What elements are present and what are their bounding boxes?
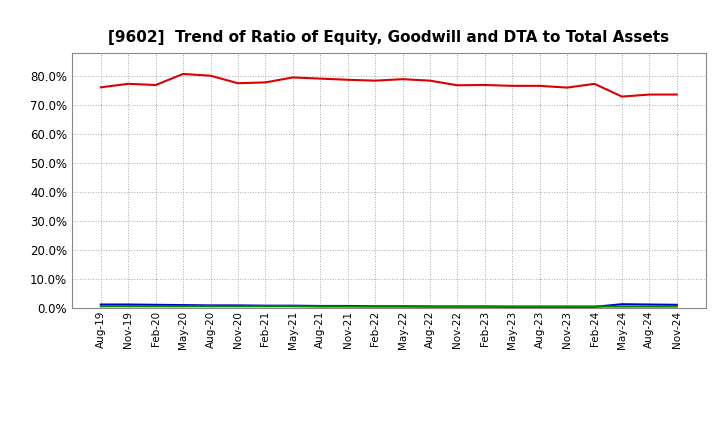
- Equity: [672, 92, 681, 97]
- Goodwill: [289, 303, 297, 308]
- Goodwill: [508, 304, 516, 309]
- Goodwill: [151, 302, 160, 308]
- Deferred Tax Assets: [563, 304, 572, 309]
- Goodwill: [618, 301, 626, 307]
- Equity: [590, 81, 599, 87]
- Goodwill: [96, 302, 105, 307]
- Equity: [343, 77, 352, 82]
- Equity: [316, 76, 325, 81]
- Equity: [453, 83, 462, 88]
- Deferred Tax Assets: [508, 304, 516, 309]
- Equity: [618, 94, 626, 99]
- Equity: [124, 81, 132, 87]
- Equity: [289, 75, 297, 80]
- Deferred Tax Assets: [261, 304, 270, 309]
- Deferred Tax Assets: [316, 304, 325, 309]
- Goodwill: [206, 303, 215, 308]
- Goodwill: [672, 302, 681, 308]
- Equity: [563, 85, 572, 90]
- Deferred Tax Assets: [672, 304, 681, 309]
- Goodwill: [480, 304, 489, 309]
- Goodwill: [426, 304, 434, 309]
- Deferred Tax Assets: [151, 304, 160, 309]
- Deferred Tax Assets: [618, 304, 626, 309]
- Goodwill: [261, 303, 270, 308]
- Goodwill: [398, 304, 407, 309]
- Equity: [179, 71, 187, 77]
- Line: Goodwill: Goodwill: [101, 304, 677, 307]
- Equity: [426, 78, 434, 83]
- Deferred Tax Assets: [536, 304, 544, 309]
- Deferred Tax Assets: [206, 304, 215, 309]
- Goodwill: [645, 302, 654, 307]
- Goodwill: [179, 302, 187, 308]
- Deferred Tax Assets: [398, 304, 407, 309]
- Line: Equity: Equity: [101, 74, 677, 97]
- Equity: [96, 84, 105, 90]
- Deferred Tax Assets: [96, 304, 105, 309]
- Equity: [233, 81, 242, 86]
- Deferred Tax Assets: [480, 304, 489, 309]
- Deferred Tax Assets: [453, 304, 462, 309]
- Deferred Tax Assets: [233, 304, 242, 309]
- Deferred Tax Assets: [371, 304, 379, 309]
- Equity: [480, 82, 489, 88]
- Equity: [536, 83, 544, 88]
- Goodwill: [536, 304, 544, 309]
- Goodwill: [371, 304, 379, 309]
- Deferred Tax Assets: [289, 304, 297, 309]
- Title: [9602]  Trend of Ratio of Equity, Goodwill and DTA to Total Assets: [9602] Trend of Ratio of Equity, Goodwil…: [108, 29, 670, 45]
- Equity: [398, 77, 407, 82]
- Goodwill: [316, 303, 325, 308]
- Equity: [206, 73, 215, 78]
- Deferred Tax Assets: [124, 304, 132, 309]
- Equity: [508, 83, 516, 88]
- Deferred Tax Assets: [426, 304, 434, 309]
- Equity: [645, 92, 654, 97]
- Goodwill: [124, 302, 132, 307]
- Goodwill: [233, 303, 242, 308]
- Goodwill: [563, 304, 572, 309]
- Deferred Tax Assets: [179, 304, 187, 309]
- Equity: [261, 80, 270, 85]
- Goodwill: [343, 303, 352, 308]
- Goodwill: [590, 304, 599, 309]
- Equity: [151, 82, 160, 88]
- Deferred Tax Assets: [343, 304, 352, 309]
- Goodwill: [453, 304, 462, 309]
- Deferred Tax Assets: [645, 304, 654, 309]
- Equity: [371, 78, 379, 83]
- Deferred Tax Assets: [590, 304, 599, 309]
